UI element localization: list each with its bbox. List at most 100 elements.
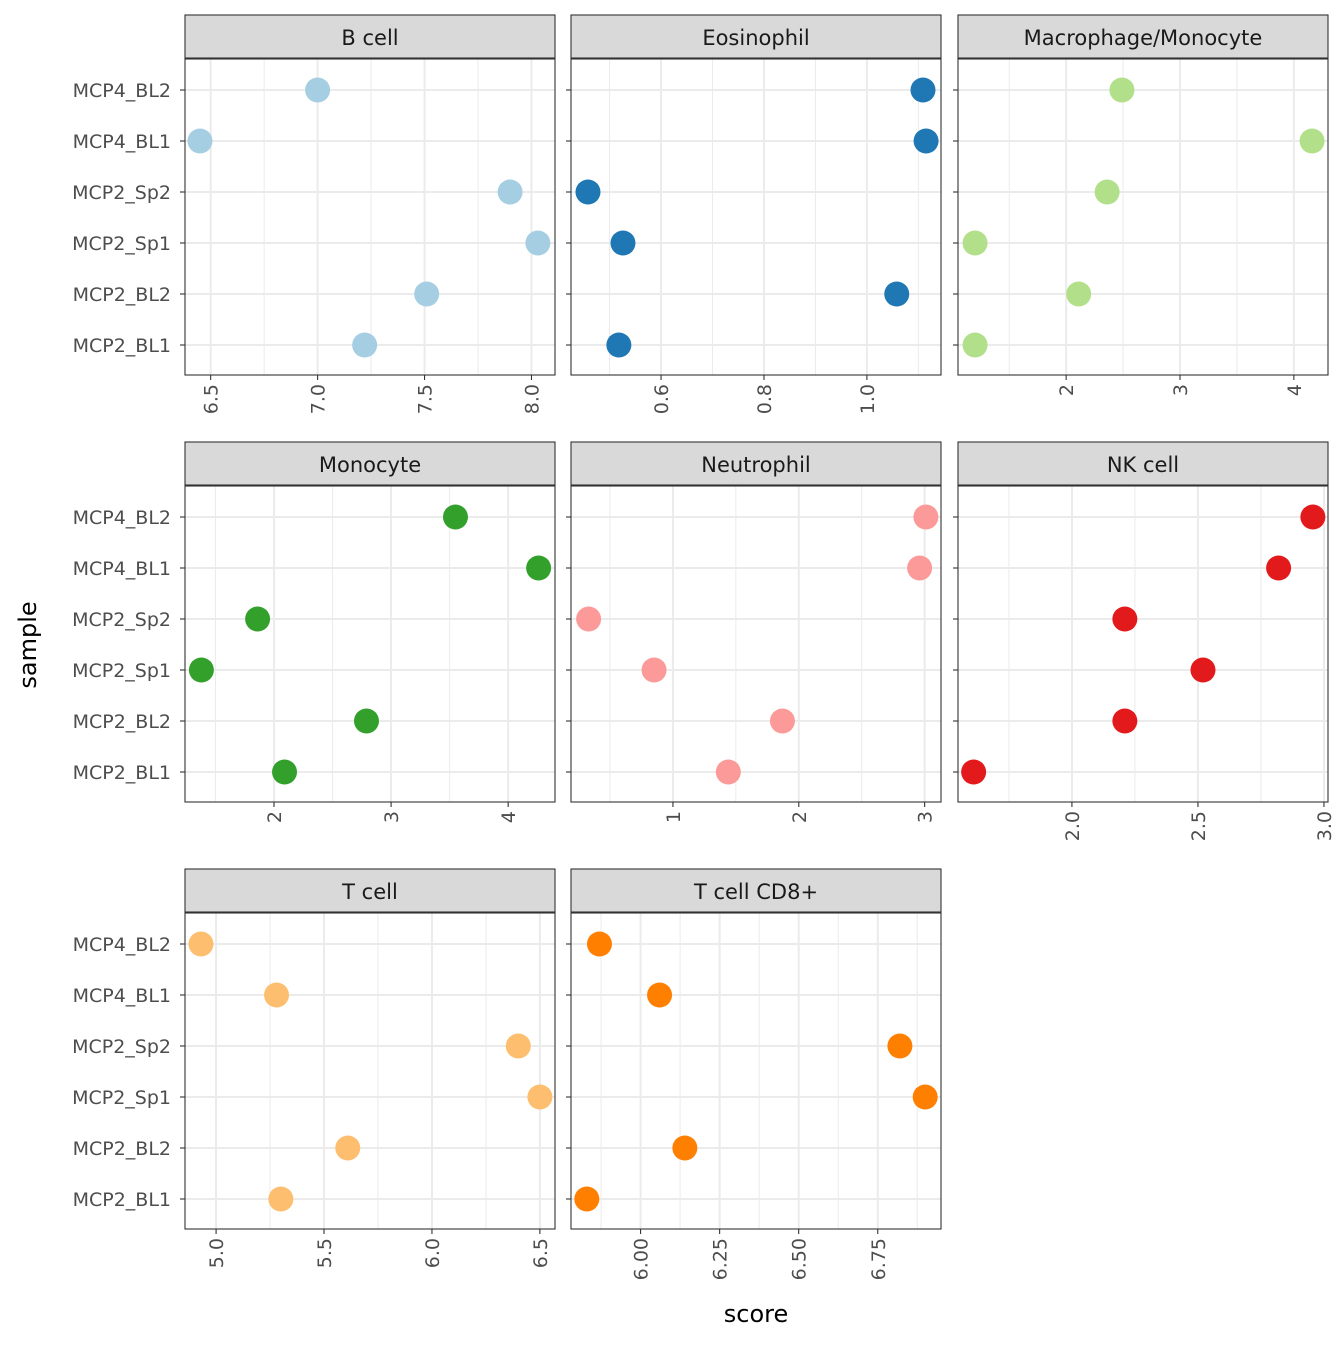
- x-tick-label: 8.0: [521, 384, 543, 414]
- data-point: [672, 1135, 698, 1161]
- x-tick-label: 6.00: [631, 1238, 653, 1280]
- x-tick-label: 2: [264, 811, 286, 823]
- data-point: [272, 759, 298, 785]
- x-tick-label: 3: [381, 811, 403, 823]
- data-point: [606, 332, 632, 358]
- facet-panel: Neutrophil 1 2 3: [566, 441, 942, 823]
- x-tick-label: 6.75: [868, 1238, 890, 1280]
- facet-title: Macrophage/Monocyte: [1024, 26, 1263, 50]
- panel-border: [570, 485, 942, 803]
- data-point: [187, 128, 213, 154]
- facet-strip: [570, 441, 942, 486]
- x-tick-label: 6.25: [710, 1238, 732, 1280]
- y-tick-label: MCP4_BL2: [73, 934, 171, 956]
- data-point: [268, 1186, 294, 1212]
- data-point: [245, 606, 271, 632]
- panel-border: [570, 58, 942, 376]
- data-point: [912, 1084, 938, 1110]
- panel-border: [184, 485, 556, 803]
- data-point: [1266, 555, 1292, 581]
- facet-title: Eosinophil: [702, 26, 809, 50]
- x-tick-label: 7.5: [415, 384, 437, 414]
- data-point: [575, 179, 601, 205]
- data-point: [610, 230, 636, 256]
- data-point: [353, 708, 379, 734]
- data-point: [497, 179, 523, 205]
- y-tick-label: MCP4_BL1: [73, 985, 171, 1007]
- facet-panel: B cell 6.5 7.0 7.5 8.0 MCP4_BL2 MCP4_BL1 MCP2_S…: [72, 14, 556, 414]
- data-point: [352, 332, 378, 358]
- data-point: [414, 281, 440, 307]
- y-tick-label: MCP2_BL2: [73, 711, 171, 733]
- x-tick-label: 4: [498, 811, 520, 823]
- x-tick-label: 6.5: [201, 384, 223, 414]
- y-tick-label: MCP2_Sp1: [72, 660, 171, 682]
- y-axis-title: sample: [14, 601, 42, 688]
- y-tick-label: MCP2_BL2: [73, 1138, 171, 1160]
- data-point: [887, 1033, 913, 1059]
- y-tick-label: MCP2_BL2: [73, 284, 171, 306]
- data-point: [574, 1186, 600, 1212]
- x-tick-label: 6.0: [422, 1238, 444, 1268]
- facet-title: T cell CD8+: [693, 880, 818, 904]
- data-point: [907, 555, 933, 581]
- x-tick-label: 0.6: [651, 384, 673, 414]
- facet-strip: [957, 441, 1329, 486]
- data-point: [910, 77, 936, 103]
- y-tick-label: MCP4_BL1: [73, 131, 171, 153]
- data-point: [576, 606, 602, 632]
- panel-border: [957, 58, 1329, 376]
- x-axis-title: score: [724, 1300, 789, 1328]
- panel-background: [185, 913, 555, 1229]
- facet-panel: Eosinophil 0.6 0.8 1.0: [566, 14, 942, 414]
- data-point: [961, 759, 987, 785]
- data-point: [1112, 606, 1138, 632]
- data-point: [305, 77, 331, 103]
- data-point: [1190, 657, 1216, 683]
- x-tick-label: 6.50: [789, 1238, 811, 1280]
- panel-border: [184, 58, 556, 376]
- data-point: [586, 931, 612, 957]
- data-point: [884, 281, 910, 307]
- facet-panel: T cell CD8+ 6.00 6.25 6.50 6.75: [566, 868, 942, 1280]
- data-point: [913, 128, 939, 154]
- data-point: [962, 332, 988, 358]
- facet-title: T cell: [341, 880, 398, 904]
- x-tick-label: 3.0: [1314, 811, 1336, 841]
- panel-border: [570, 912, 942, 1230]
- panel-border: [957, 485, 1329, 803]
- facet-title: Monocyte: [319, 453, 421, 477]
- data-point: [335, 1135, 361, 1161]
- data-point: [1066, 281, 1092, 307]
- data-point: [913, 504, 939, 530]
- x-tick-label: 2: [789, 811, 811, 823]
- x-tick-label: 5.5: [314, 1238, 336, 1268]
- y-tick-label: MCP2_Sp2: [72, 182, 171, 204]
- data-point: [1109, 77, 1135, 103]
- x-tick-label: 5.0: [206, 1238, 228, 1268]
- x-tick-label: 3: [915, 811, 937, 823]
- data-point: [1094, 179, 1120, 205]
- facet-strip: [184, 868, 556, 913]
- facet-panel: NK cell 2.0 2.5 3.0: [953, 441, 1336, 841]
- x-tick-label: 2.0: [1062, 811, 1084, 841]
- y-tick-label: MCP2_Sp1: [72, 1087, 171, 1109]
- x-tick-label: 2: [1056, 384, 1078, 396]
- x-tick-label: 0.8: [754, 384, 776, 414]
- data-point: [525, 230, 551, 256]
- panel-border: [184, 912, 556, 1230]
- data-point: [1112, 708, 1138, 734]
- y-tick-label: MCP2_BL1: [73, 762, 171, 784]
- data-point: [188, 931, 214, 957]
- y-tick-label: MCP2_Sp1: [72, 233, 171, 255]
- facet-strip: [957, 14, 1329, 59]
- data-point: [647, 982, 673, 1008]
- facet-panel: Macrophage/Monocyte 2 3 4: [953, 14, 1329, 396]
- x-tick-label: 3: [1170, 384, 1192, 396]
- data-point: [1299, 128, 1325, 154]
- data-point: [527, 1084, 553, 1110]
- facet-title: NK cell: [1107, 453, 1179, 477]
- x-tick-label: 2.5: [1188, 811, 1210, 841]
- facet-strip: [184, 441, 556, 486]
